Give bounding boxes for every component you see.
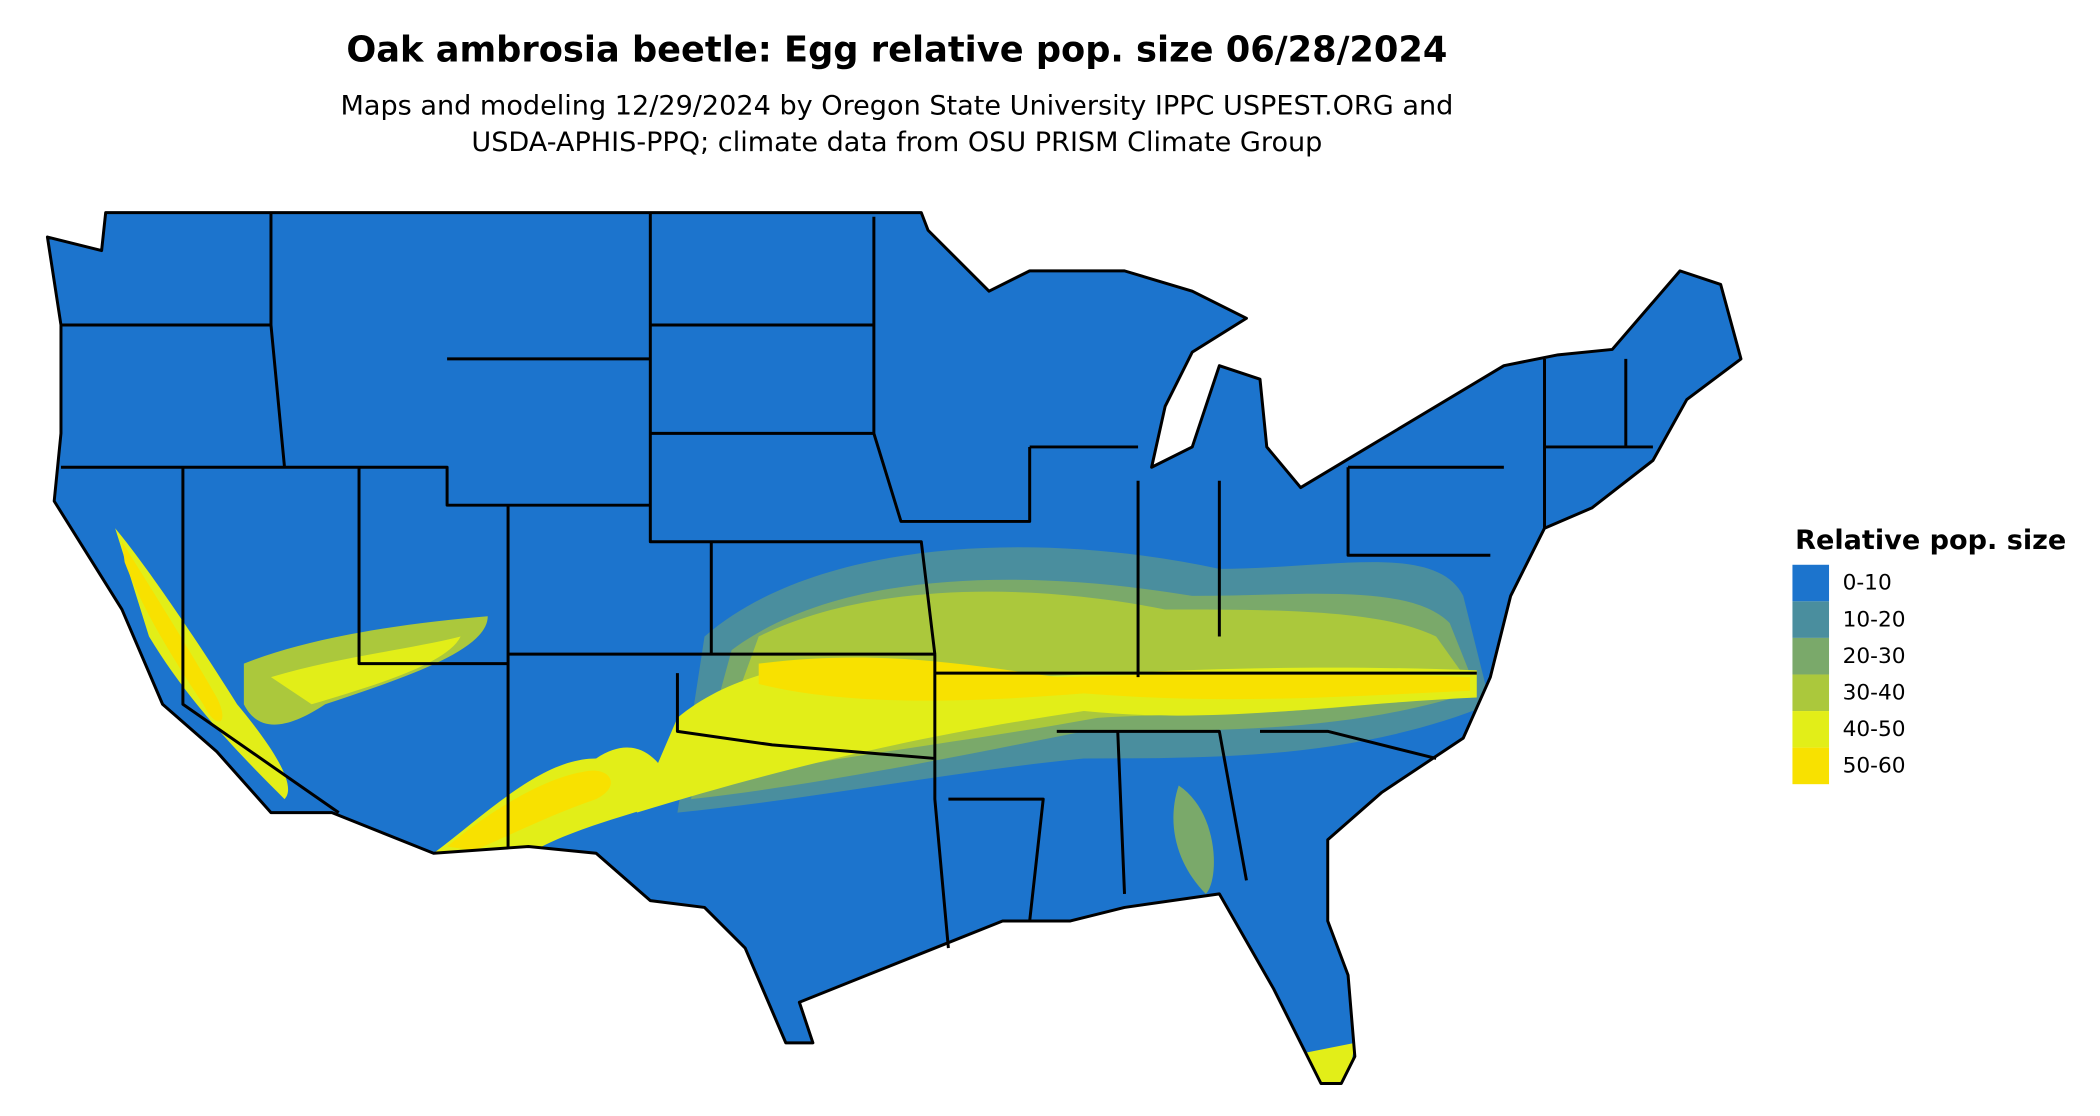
population-band	[1287, 1042, 1355, 1084]
population-band	[758, 657, 1470, 701]
legend-swatch	[1792, 601, 1830, 638]
legend-label: 30-40	[1843, 680, 1906, 705]
state-borders	[60, 212, 1653, 949]
population-band	[115, 528, 289, 800]
map-subtitle: USDA-APHIS-PPQ; climate data from OSU PR…	[471, 127, 1322, 158]
legend-swatch	[1792, 674, 1830, 712]
population-bands	[115, 528, 1491, 1084]
map-subtitle: Maps and modeling 12/29/2024 by Oregon S…	[341, 90, 1454, 121]
legend-title: Relative pop. size	[1795, 525, 2066, 556]
legend-label: 0-10	[1843, 571, 1892, 596]
legend-label: 50-60	[1843, 754, 1906, 779]
legend-label: 20-30	[1843, 644, 1906, 669]
population-band	[270, 636, 461, 705]
population-band	[1173, 785, 1214, 894]
legend-label: 10-20	[1843, 607, 1906, 632]
population-band	[447, 770, 611, 851]
legend-swatch	[1792, 637, 1830, 675]
legend-swatch	[1792, 747, 1830, 785]
legend: 0-10 10-20 20-30 30-40 40-50 50-60	[1792, 564, 1906, 785]
legend-label: 40-50	[1843, 717, 1906, 742]
legend-swatch	[1792, 711, 1830, 748]
population-band	[121, 541, 223, 722]
map-fill	[47, 212, 1741, 1084]
map-title: Oak ambrosia beetle: Egg relative pop. s…	[346, 29, 1447, 70]
legend-swatch	[1792, 564, 1830, 602]
